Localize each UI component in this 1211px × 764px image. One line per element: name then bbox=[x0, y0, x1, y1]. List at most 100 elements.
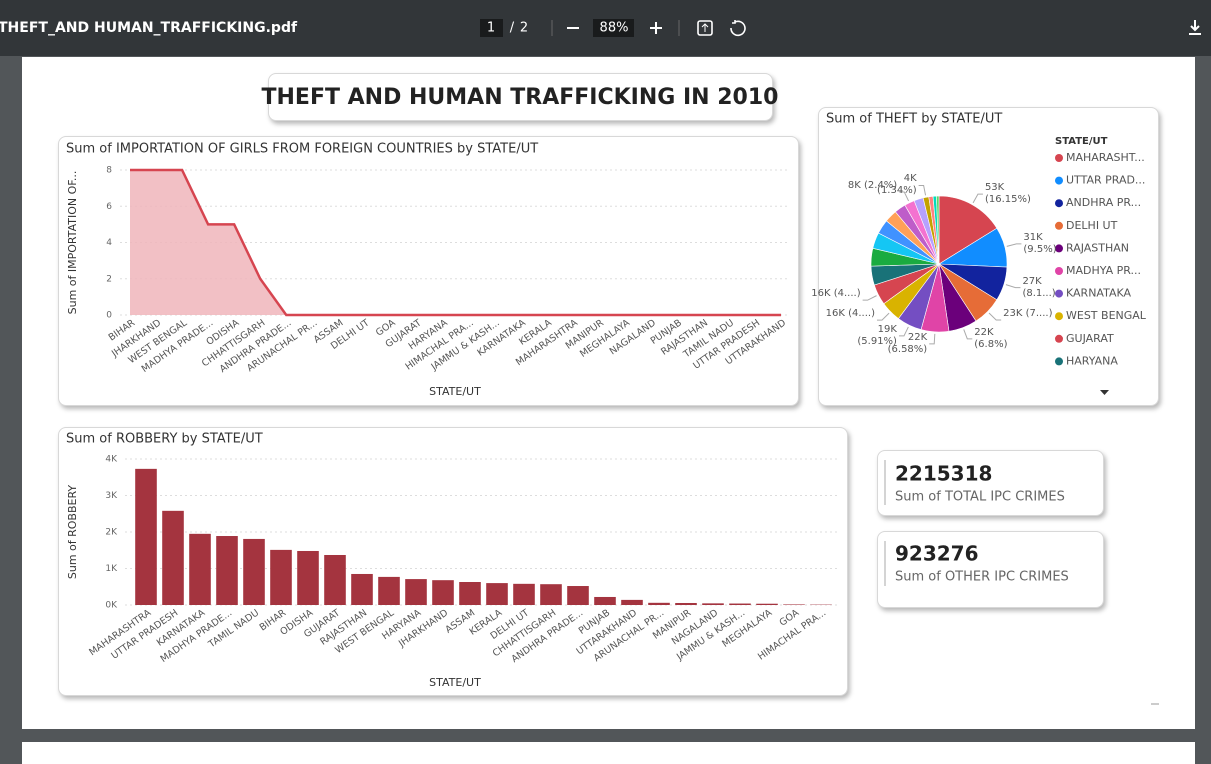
y-tick-label: 4K bbox=[105, 455, 118, 465]
zoom-input[interactable] bbox=[593, 19, 634, 37]
leader-line bbox=[988, 312, 1002, 321]
legend-label: RAJASTHAN bbox=[1066, 241, 1129, 254]
pie-slice bbox=[936, 195, 940, 265]
pie-data-label: 8K (2.4%) bbox=[847, 179, 898, 191]
zoom: 88% bbox=[600, 21, 629, 36]
leader-line bbox=[876, 312, 890, 321]
title-box bbox=[268, 73, 773, 121]
bar bbox=[270, 549, 292, 605]
bar bbox=[135, 468, 157, 605]
legend-label: MAHARASHT... bbox=[1066, 151, 1145, 164]
leader-line bbox=[1005, 284, 1021, 289]
legend-label: KARNATAKA bbox=[1066, 287, 1131, 300]
leader-line bbox=[1006, 243, 1022, 247]
pie-data-label: 22K (6.8%) bbox=[974, 326, 1008, 350]
bar bbox=[567, 586, 589, 605]
zoom-in[interactable] bbox=[650, 22, 662, 34]
legend-marker bbox=[1055, 267, 1063, 275]
leader-line bbox=[899, 191, 910, 202]
card-label: Sum of TOTAL IPC CRIMES bbox=[895, 490, 1065, 505]
bar bbox=[783, 604, 805, 605]
fit-icon[interactable] bbox=[697, 20, 713, 36]
y-tick-label: 2 bbox=[106, 274, 112, 284]
bar bbox=[432, 580, 454, 605]
chart-title: Sum of ROBBERY by STATE/UT bbox=[66, 432, 263, 447]
legend-marker bbox=[1055, 244, 1063, 253]
legend-label: MADHYA PR... bbox=[1066, 264, 1141, 277]
page-input[interactable] bbox=[480, 19, 503, 37]
area-fill bbox=[130, 170, 781, 315]
y-axis-label: Sum of ROBBERY bbox=[66, 485, 79, 580]
y-tick-label: 1K bbox=[105, 564, 118, 574]
x-axis-label: STATE/UT bbox=[429, 676, 481, 689]
pie-data-label: 22K (6.58%) bbox=[887, 331, 928, 355]
bar bbox=[351, 573, 373, 605]
legend-scroll[interactable] bbox=[1100, 390, 1109, 395]
dashboard-title: THEFT AND HUMAN TRAFFICKING IN 2010 bbox=[262, 85, 779, 110]
bar bbox=[729, 603, 751, 605]
pie-data-label: 4K (1.34%) bbox=[877, 173, 917, 197]
x-axis-label: STATE/UT bbox=[429, 385, 481, 398]
legend-marker bbox=[1055, 176, 1063, 185]
page-count: 2 bbox=[520, 21, 528, 36]
bar bbox=[513, 583, 535, 605]
legend-marker bbox=[1055, 312, 1063, 321]
y-tick-label: 4 bbox=[106, 238, 112, 248]
legend-label: HARYANA bbox=[1066, 354, 1118, 367]
y-tick-label: 0 bbox=[106, 311, 112, 321]
bar bbox=[756, 603, 778, 605]
legend-label: ANDHRA PR... bbox=[1066, 196, 1141, 209]
leader-line bbox=[929, 333, 936, 345]
page-marker bbox=[1151, 703, 1159, 705]
legend-marker bbox=[1055, 334, 1063, 343]
bar bbox=[297, 550, 319, 605]
bar bbox=[648, 602, 670, 605]
pie-data-label: 16K (4....) bbox=[811, 288, 861, 300]
legend-marker bbox=[1055, 289, 1063, 298]
legend-marker bbox=[1055, 154, 1063, 162]
legend-marker bbox=[1055, 199, 1063, 208]
y-tick-label: 0K bbox=[105, 601, 118, 611]
current-page: 1 bbox=[487, 21, 495, 36]
legend-label: UTTAR PRAD... bbox=[1066, 174, 1145, 187]
y-axis-label: Sum of IMPORTATION OF... bbox=[66, 171, 79, 315]
bar bbox=[216, 536, 238, 605]
pie-slice bbox=[938, 195, 998, 265]
kpi-card bbox=[877, 450, 1104, 516]
legend-title: STATE/UT bbox=[1055, 136, 1108, 147]
pie-data-label: 53K (16.15%) bbox=[984, 182, 1031, 206]
bar bbox=[405, 579, 427, 605]
legend-label: GUJARAT bbox=[1066, 332, 1114, 345]
area-line bbox=[130, 168, 781, 317]
leader-line bbox=[972, 193, 983, 204]
bar bbox=[459, 582, 481, 605]
pie-data-label: 31K (9.5%) bbox=[1023, 231, 1057, 255]
legend-label: DELHI UT bbox=[1066, 219, 1118, 232]
y-tick-label: 6 bbox=[106, 202, 112, 212]
card-label: Sum of OTHER IPC CRIMES bbox=[895, 570, 1069, 585]
leader-line bbox=[862, 295, 877, 301]
download-icon[interactable] bbox=[1189, 20, 1201, 35]
pdf-page-next bbox=[22, 742, 1195, 764]
pie-data-label: 23K (7....) bbox=[1003, 307, 1053, 319]
chart-title: Sum of IMPORTATION OF GIRLS FROM FOREIGN… bbox=[66, 142, 538, 157]
bar bbox=[594, 596, 616, 605]
rotate-icon[interactable] bbox=[730, 20, 746, 37]
kpi-card bbox=[877, 531, 1104, 608]
leader-line bbox=[918, 184, 927, 196]
card-value: 923276 bbox=[895, 542, 979, 566]
pie-data-label: 27K (8.1...) bbox=[1022, 275, 1056, 299]
y-tick-label: 8 bbox=[106, 166, 112, 176]
bar bbox=[621, 599, 643, 605]
leader-line bbox=[898, 326, 909, 337]
bar bbox=[702, 603, 724, 605]
y-tick-label: 3K bbox=[105, 491, 118, 501]
bar bbox=[486, 583, 508, 605]
bar bbox=[675, 602, 697, 605]
bar bbox=[162, 510, 184, 605]
legend-marker bbox=[1055, 357, 1063, 366]
legend-label: WEST BENGAL bbox=[1066, 309, 1147, 322]
page-separator: / bbox=[510, 21, 515, 36]
